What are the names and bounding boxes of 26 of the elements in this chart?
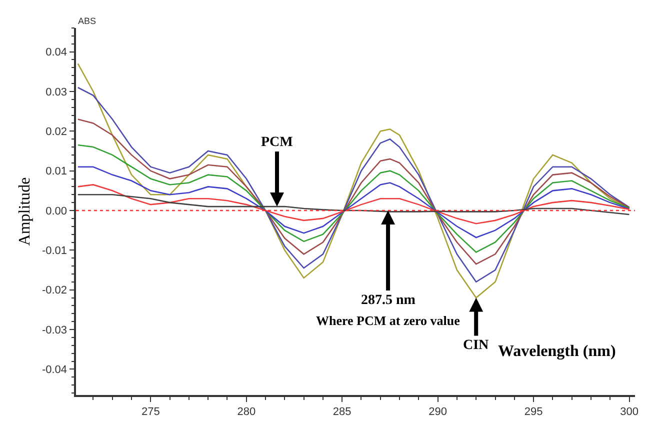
x-tick-label: 285	[332, 406, 352, 418]
y-tick-label: 0.02	[46, 126, 68, 138]
x-tick-label: 300	[620, 406, 638, 418]
x-tick-label: 280	[237, 406, 256, 418]
x-axis-title: Wavelength (nm)	[498, 343, 616, 360]
line-series	[77, 166, 630, 238]
y-tick-label: -0.02	[42, 284, 68, 297]
y-tick-label: 0.01	[46, 166, 68, 178]
line-series	[77, 184, 630, 224]
y-tick-label: -0.03	[42, 324, 68, 336]
annotation: CIN	[463, 338, 489, 353]
y-tick-label: 0.04	[46, 46, 68, 59]
y-tick-label: -0.04	[42, 364, 68, 376]
y-tick-label: -0.01	[42, 245, 68, 258]
line-series	[77, 86, 630, 283]
y-axis-title: Amplitude	[16, 177, 34, 246]
text: ABS	[78, 16, 96, 26]
y-tick-label: 0.03	[46, 86, 68, 98]
line-series	[77, 118, 630, 265]
annotation: Where PCM at zero value	[316, 313, 460, 328]
annotation: 287.5 nm	[361, 293, 416, 308]
x-tick-label: 295	[524, 406, 543, 418]
y-tick-label: 0.00	[46, 205, 68, 218]
x-tick-label: 275	[141, 406, 160, 418]
annotation: PCM	[261, 135, 293, 150]
x-tick-label: 290	[428, 406, 447, 418]
